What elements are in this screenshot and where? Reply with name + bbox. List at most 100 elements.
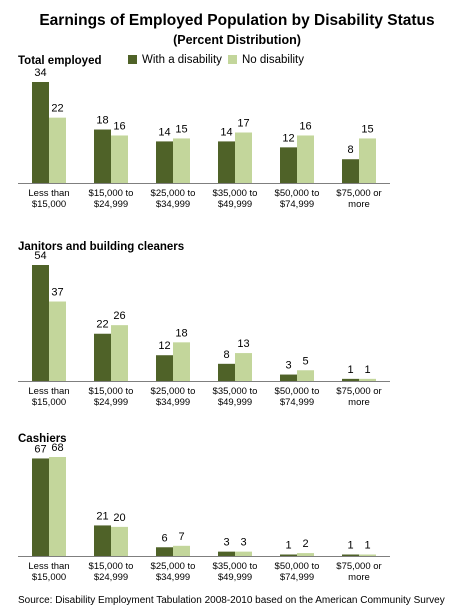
panel-title: Cashiers — [18, 433, 67, 445]
x-tick-label: $49,999 — [218, 397, 252, 408]
bar — [297, 135, 314, 183]
legend-swatch-no-disability — [228, 55, 237, 64]
x-tick-label: more — [348, 572, 370, 583]
x-tick-label: Less than — [28, 386, 69, 397]
x-tick-label: $50,000 to — [275, 188, 320, 199]
x-tick-label: $25,000 to — [151, 386, 196, 397]
x-tick-label: $15,000 to — [89, 561, 134, 572]
bar — [280, 147, 297, 183]
x-tick-label: $35,000 to — [213, 188, 258, 199]
data-label: 12 — [282, 132, 294, 144]
panel-title: Total employed — [18, 55, 102, 67]
bar — [297, 553, 314, 556]
bar — [173, 545, 190, 556]
data-label: 14 — [220, 126, 232, 138]
data-label: 15 — [175, 123, 187, 135]
bar — [173, 342, 190, 381]
data-label: 1 — [364, 540, 370, 552]
panel-title: Janitors and building cleaners — [18, 241, 184, 253]
bar — [94, 525, 111, 556]
x-tick-label: $49,999 — [218, 572, 252, 583]
data-label: 1 — [285, 540, 291, 552]
data-label: 68 — [51, 442, 63, 454]
data-label: 3 — [285, 360, 291, 372]
data-label: 1 — [347, 540, 353, 552]
bar — [156, 141, 173, 183]
x-tick-label: $75,000 or — [336, 561, 381, 572]
page-subtitle: (Percent Distribution) — [173, 33, 301, 47]
bar — [280, 374, 297, 381]
x-tick-label: $34,999 — [156, 397, 190, 408]
bar — [297, 370, 314, 381]
data-label: 67 — [34, 443, 46, 455]
bar — [359, 138, 376, 183]
x-tick-label: $35,000 to — [213, 386, 258, 397]
legend-item-no-disability: No disability — [228, 53, 304, 67]
x-tick-label: $50,000 to — [275, 561, 320, 572]
bar — [218, 363, 235, 381]
data-label: 16 — [113, 120, 125, 132]
data-label: 20 — [113, 512, 125, 524]
data-label: 15 — [361, 123, 373, 135]
data-label: 37 — [51, 287, 63, 299]
bar — [111, 526, 128, 556]
data-label: 6 — [161, 532, 167, 544]
data-label: 54 — [34, 250, 46, 262]
data-label: 17 — [237, 118, 249, 130]
x-tick-label: $15,000 — [32, 572, 66, 583]
x-tick-label: $49,999 — [218, 199, 252, 210]
x-tick-label: $15,000 — [32, 397, 66, 408]
data-label: 16 — [299, 120, 311, 132]
data-label: 2 — [302, 538, 308, 550]
x-tick-label: Less than — [28, 561, 69, 572]
bar — [280, 554, 297, 556]
bar — [49, 117, 66, 183]
data-label: 21 — [96, 510, 108, 522]
bar — [32, 265, 49, 381]
data-label: 14 — [158, 126, 170, 138]
x-tick-label: $24,999 — [94, 572, 128, 583]
legend-item-with-disability: With a disability — [128, 53, 222, 67]
bar — [32, 458, 49, 556]
data-label: 8 — [223, 349, 229, 361]
bar — [32, 82, 49, 183]
x-tick-label: $35,000 to — [213, 561, 258, 572]
data-label: 26 — [113, 310, 125, 322]
bar — [218, 551, 235, 556]
bar — [359, 378, 376, 381]
x-tick-label: $74,999 — [280, 199, 314, 210]
bar — [235, 132, 252, 183]
data-label: 1 — [347, 364, 353, 376]
bar — [111, 135, 128, 183]
data-label: 22 — [96, 319, 108, 331]
x-tick-label: $15,000 — [32, 199, 66, 210]
bar — [235, 353, 252, 381]
x-tick-label: more — [348, 199, 370, 210]
x-tick-label: $34,999 — [156, 199, 190, 210]
data-label: 12 — [158, 340, 170, 352]
x-tick-label: $75,000 or — [336, 188, 381, 199]
x-tick-label: more — [348, 397, 370, 408]
x-tick-label: $25,000 to — [151, 188, 196, 199]
bar — [359, 554, 376, 556]
bar — [111, 325, 128, 381]
x-tick-label: $75,000 or — [336, 386, 381, 397]
bar — [156, 355, 173, 381]
bar — [218, 141, 235, 183]
data-label: 34 — [34, 67, 46, 79]
x-tick-label: $34,999 — [156, 572, 190, 583]
data-label: 5 — [302, 355, 308, 367]
data-label: 18 — [96, 115, 108, 127]
data-label: 18 — [175, 327, 187, 339]
data-label: 8 — [347, 144, 353, 156]
bar — [342, 554, 359, 556]
x-tick-label: $74,999 — [280, 572, 314, 583]
bar — [49, 457, 66, 556]
bar — [156, 547, 173, 556]
x-tick-label: $24,999 — [94, 397, 128, 408]
x-tick-label: $25,000 to — [151, 561, 196, 572]
bar — [94, 129, 111, 183]
bar — [235, 551, 252, 556]
bar — [94, 333, 111, 381]
